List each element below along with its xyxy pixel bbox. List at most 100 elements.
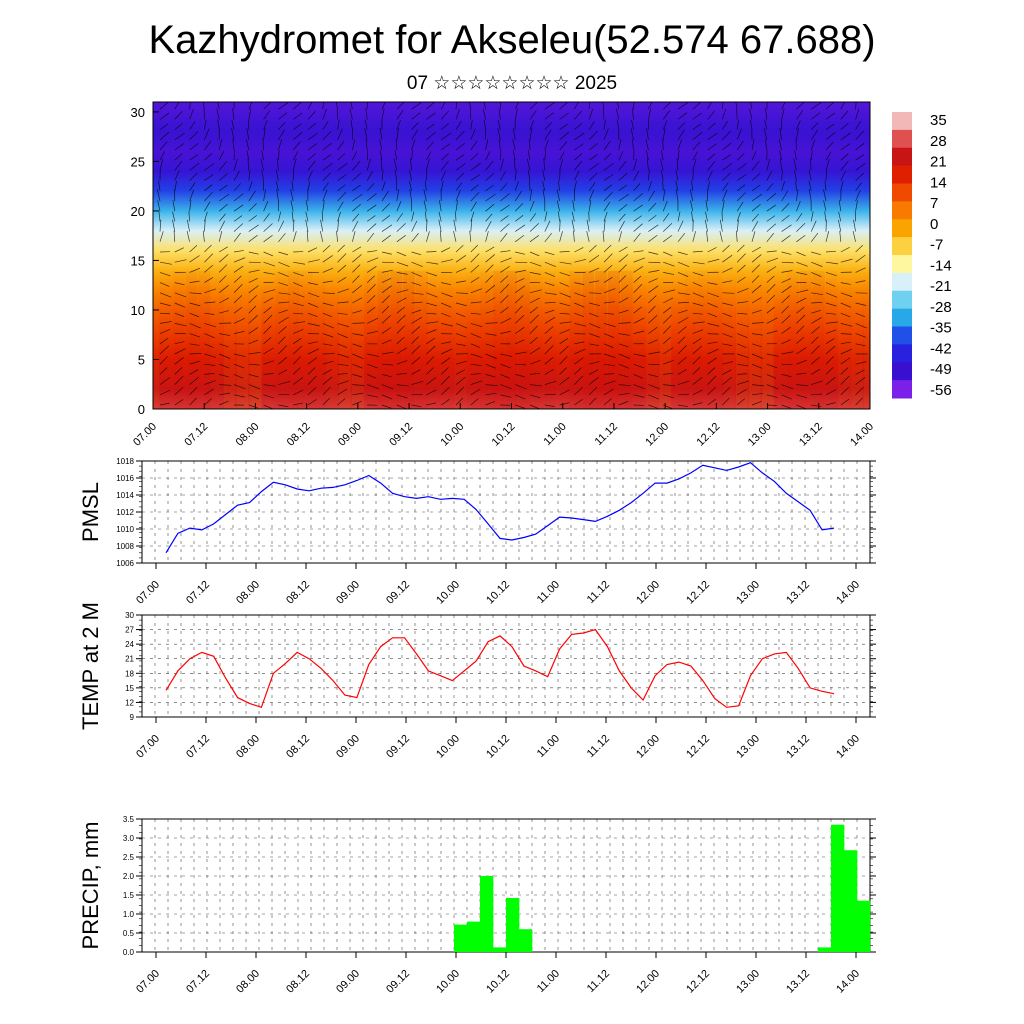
x-tick-label: 13.00 <box>734 579 762 607</box>
y-tick-label: 18 <box>125 669 134 678</box>
y-tick-label: 15 <box>125 684 134 693</box>
y-tick-label: 0.5 <box>123 929 135 938</box>
x-tick-label: 13.00 <box>746 421 774 449</box>
y-tick-label: 1014 <box>116 491 134 500</box>
precip-bar <box>818 947 832 952</box>
y-tick-label: 24 <box>125 640 134 649</box>
x-tick-label: 09.00 <box>334 579 362 607</box>
x-tick-label: 13.12 <box>784 733 812 761</box>
colorbar-swatch <box>892 129 912 149</box>
y-tick-label: 2.5 <box>123 853 135 862</box>
y-tick-label: 1008 <box>116 542 134 551</box>
x-tick-label: 10.00 <box>434 968 462 996</box>
y-axis-label: PMSL <box>78 482 103 542</box>
colorbar-swatch <box>892 237 912 256</box>
x-tick-label: 09.12 <box>387 421 415 449</box>
precip-bar <box>493 947 507 952</box>
x-tick-label: 07.00 <box>134 733 162 761</box>
x-tick-label: 07.12 <box>182 421 210 449</box>
x-tick-label: 09.12 <box>384 579 412 607</box>
x-tick-label: 10.12 <box>484 579 512 607</box>
x-tick-label: 10.12 <box>484 733 512 761</box>
x-tick-label: 14.00 <box>848 421 876 449</box>
colorbar-label: -7 <box>930 237 943 254</box>
chart-title: Kazhydromet for Akseleu(52.574 67.688) <box>148 18 876 62</box>
precip-chart: 0.0 0.5 1.0 1.5 2.0 2.5 3.0 3.5 07.00 07.12 08.00 0… <box>78 815 876 996</box>
colorbar-label: 7 <box>930 195 938 212</box>
x-tick-label: 12.12 <box>684 579 712 607</box>
colorbar-label: 0 <box>930 216 938 233</box>
x-tick-label: 07.12 <box>184 968 212 996</box>
colorbar-swatch <box>892 344 912 363</box>
precip-bar <box>519 929 533 952</box>
y-tick-label: 5 <box>138 352 145 367</box>
x-tick-label: 10.12 <box>490 421 518 449</box>
x-tick-label: 13.12 <box>797 421 825 449</box>
y-tick-label: 1016 <box>116 474 134 483</box>
y-axis-label: PRECIP, mm <box>78 822 103 950</box>
y-tick-label: 20 <box>131 204 145 219</box>
x-tick-label: 14.00 <box>834 579 862 607</box>
colorbar-label: -35 <box>930 320 952 337</box>
x-tick-label: 12.00 <box>643 421 671 449</box>
x-tick-label: 09.12 <box>384 733 412 761</box>
x-tick-label: 07.12 <box>184 733 212 761</box>
x-tick-label: 10.12 <box>484 968 512 996</box>
colorbar-swatch <box>892 308 912 327</box>
precip-bar <box>467 921 481 952</box>
x-tick-label: 12.00 <box>634 733 662 761</box>
x-tick-label: 11.12 <box>585 733 612 760</box>
y-tick-label: 25 <box>131 154 145 169</box>
y-axis-label: TEMP at 2 M <box>78 602 103 730</box>
x-tick-label: 12.12 <box>695 421 723 449</box>
y-tick-label: 1006 <box>116 559 134 568</box>
temp-2m-chart: 9 12 15 18 21 24 27 30 07.00 07.12 08.00 08.12 09.00… <box>78 602 876 761</box>
x-tick-label: 08.12 <box>285 421 313 449</box>
y-tick-label: 0 <box>138 402 145 417</box>
y-tick-label: 3.5 <box>123 815 135 824</box>
x-tick-label: 14.00 <box>834 733 862 761</box>
temperature-cross-section: 0 5 10 15 20 25 30 07.00 07.12 08.00 08.12 09.00 09.… <box>131 101 876 449</box>
y-tick-label: 1010 <box>116 525 134 534</box>
precip-bar <box>857 900 871 952</box>
precip-bar <box>454 924 468 952</box>
colorbar-swatch <box>892 326 912 345</box>
colorbar-swatch <box>892 147 912 167</box>
x-tick-label: 12.12 <box>684 968 712 996</box>
temp-series-line <box>165 628 835 709</box>
y-tick-label: 9 <box>130 713 135 722</box>
y-tick-label: 1.5 <box>123 891 135 900</box>
colorbar-swatch <box>892 165 912 184</box>
colorbar-swatch <box>892 219 912 238</box>
colorbar-swatch <box>892 112 912 131</box>
x-tick-label: 08.12 <box>284 579 312 607</box>
colorbar-label: 21 <box>930 154 947 171</box>
chart-subtitle: 07 ☆☆☆☆☆☆☆☆ 2025 <box>406 73 618 94</box>
colorbar-swatch <box>892 201 912 220</box>
x-tick-label: 08.00 <box>234 579 262 607</box>
x-tick-label: 11.12 <box>585 579 612 606</box>
x-tick-label: 07.00 <box>134 579 162 607</box>
precip-bar <box>844 850 858 952</box>
colorbar-label: -14 <box>930 257 952 274</box>
x-tick-label: 07.00 <box>134 968 162 996</box>
cross-section-bands <box>153 270 870 409</box>
x-tick-label: 13.12 <box>784 579 812 607</box>
y-tick-label: 12 <box>125 698 134 707</box>
precip-bar <box>831 824 845 952</box>
colorbar-label: 28 <box>930 133 947 150</box>
x-tick-label: 13.00 <box>734 733 762 761</box>
x-tick-label: 09.12 <box>384 968 412 996</box>
x-tick-label: 09.00 <box>336 421 364 449</box>
x-tick-label: 10.00 <box>438 421 466 449</box>
colorbar-label: -21 <box>930 278 952 295</box>
x-tick-label: 08.12 <box>284 968 312 996</box>
colorbar-label: -56 <box>930 382 952 399</box>
x-tick-label: 11.12 <box>585 968 612 995</box>
colorbar-swatch <box>892 290 912 310</box>
colorbar-label: -49 <box>930 361 952 378</box>
x-tick-label: 11.00 <box>535 733 562 760</box>
y-tick-label: 1.0 <box>123 910 135 919</box>
x-tick-label: 10.00 <box>434 733 462 761</box>
